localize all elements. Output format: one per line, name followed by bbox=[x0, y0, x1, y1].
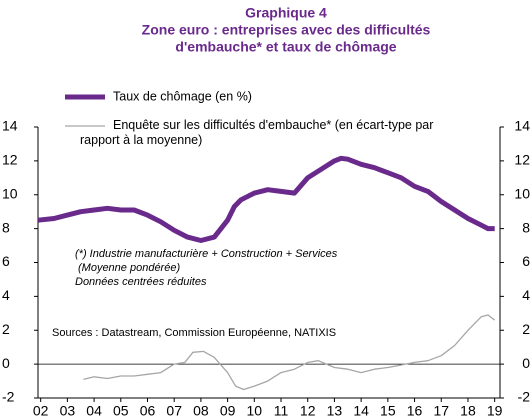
y-tick-label: 10 bbox=[2, 185, 18, 201]
y2-tick-label: 8 bbox=[522, 219, 530, 235]
x-tick-label: 12 bbox=[300, 403, 316, 419]
y-tick-label: 12 bbox=[2, 152, 18, 168]
x-tick-label: 19 bbox=[487, 403, 503, 419]
x-tick-label: 14 bbox=[353, 403, 369, 419]
annotation: (*) Industrie manufacturière + Construct… bbox=[75, 248, 338, 260]
x-tick-label: 04 bbox=[86, 403, 102, 419]
series-line bbox=[37, 155, 495, 243]
x-tick-label: 06 bbox=[140, 403, 156, 419]
y2-tick-label: 12 bbox=[514, 152, 530, 168]
annotation: (Moyenne pondérée) bbox=[78, 262, 180, 274]
x-tick-label: 10 bbox=[247, 403, 263, 419]
y-tick-label: 0 bbox=[2, 355, 10, 371]
y-tick-label: 4 bbox=[2, 287, 10, 303]
x-tick-label: 09 bbox=[220, 403, 236, 419]
x-tick-label: 16 bbox=[407, 403, 423, 419]
series-line bbox=[83, 314, 496, 391]
x-tick-label: 11 bbox=[274, 403, 289, 419]
y2-tick-label: 2 bbox=[522, 321, 530, 337]
x-tick-label: 07 bbox=[166, 403, 182, 419]
y-tick-label: -2 bbox=[2, 389, 15, 405]
chart-title: d'embauche* et taux de chômage bbox=[175, 39, 396, 55]
x-tick-label: 13 bbox=[327, 403, 343, 419]
y-tick-label: 6 bbox=[2, 253, 10, 269]
y2-tick-label: -2 bbox=[518, 389, 531, 405]
annotation: Sources : Datastream, Commission Europée… bbox=[52, 327, 336, 339]
x-tick-label: 02 bbox=[33, 403, 49, 419]
y2-tick-label: 6 bbox=[522, 253, 530, 269]
legend-label: Taux de chômage (en %) bbox=[113, 89, 252, 103]
legend-label: Enquête sur les difficultés d'embauche* … bbox=[80, 118, 434, 147]
annotation: Données centrées réduites bbox=[75, 276, 207, 288]
y2-tick-label: 14 bbox=[514, 118, 530, 134]
x-tick-label: 05 bbox=[113, 403, 129, 419]
x-tick-label: 18 bbox=[460, 403, 476, 419]
legend-label-box: Enquête sur les difficultés d'embauche* … bbox=[80, 118, 434, 147]
x-tick-label: 15 bbox=[380, 403, 396, 419]
x-tick-label: 08 bbox=[193, 403, 209, 419]
x-tick-label: 03 bbox=[60, 403, 76, 419]
y2-tick-label: 10 bbox=[514, 185, 530, 201]
y2-tick-label: 0 bbox=[522, 355, 530, 371]
chart-title: Graphique 4 bbox=[245, 5, 327, 21]
x-tick-label: 17 bbox=[433, 403, 449, 419]
y-tick-label: 2 bbox=[2, 321, 10, 337]
chart-title: Zone euro : entreprises avec des difficu… bbox=[142, 22, 431, 38]
y-tick-label: 8 bbox=[2, 219, 10, 235]
y2-tick-label: 4 bbox=[522, 287, 530, 303]
y-tick-label: 14 bbox=[2, 118, 18, 134]
